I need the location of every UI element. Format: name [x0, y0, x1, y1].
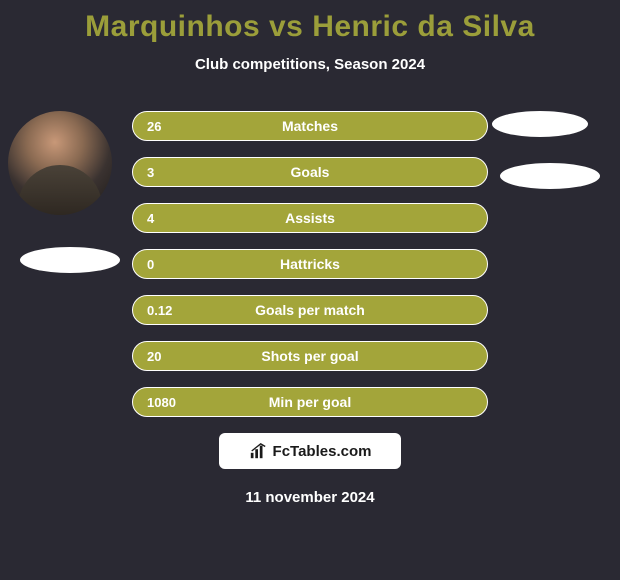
stat-row: 26 Matches: [132, 111, 488, 141]
stat-value: 0: [147, 257, 154, 272]
content: 26 Matches 3 Goals 4 Assists 0 Hattricks…: [0, 111, 620, 506]
page-subtitle: Club competitions, Season 2024: [0, 56, 620, 73]
stat-value: 1080: [147, 395, 176, 410]
stat-label: Min per goal: [133, 394, 487, 410]
stat-row: 4 Assists: [132, 203, 488, 233]
stat-row: 20 Shots per goal: [132, 341, 488, 371]
stat-row: 1080 Min per goal: [132, 387, 488, 417]
footer-badge[interactable]: FcTables.com: [219, 433, 401, 469]
stat-row: 0 Hattricks: [132, 249, 488, 279]
stat-label: Goals: [133, 164, 487, 180]
avatar-player-right: [492, 111, 588, 137]
stat-value: 4: [147, 211, 154, 226]
stat-value: 3: [147, 165, 154, 180]
stats-bars: 26 Matches 3 Goals 4 Assists 0 Hattricks…: [132, 111, 488, 417]
stat-value: 0.12: [147, 303, 172, 318]
stat-value: 20: [147, 349, 161, 364]
footer-badge-text: FcTables.com: [273, 443, 372, 460]
stat-label: Matches: [133, 118, 487, 134]
stat-label: Hattricks: [133, 256, 487, 272]
shadow-ellipse-right: [500, 163, 600, 189]
stat-label: Goals per match: [133, 302, 487, 318]
stat-label: Assists: [133, 210, 487, 226]
footer-date: 11 november 2024: [0, 489, 620, 506]
page-title: Marquinhos vs Henric da Silva: [0, 10, 620, 44]
stat-value: 26: [147, 119, 161, 134]
shadow-ellipse-left: [20, 247, 120, 273]
chart-icon: [249, 442, 267, 460]
header: Marquinhos vs Henric da Silva Club compe…: [0, 0, 620, 73]
stat-row: 3 Goals: [132, 157, 488, 187]
stat-row: 0.12 Goals per match: [132, 295, 488, 325]
avatar-player-left: [8, 111, 112, 215]
stat-label: Shots per goal: [133, 348, 487, 364]
